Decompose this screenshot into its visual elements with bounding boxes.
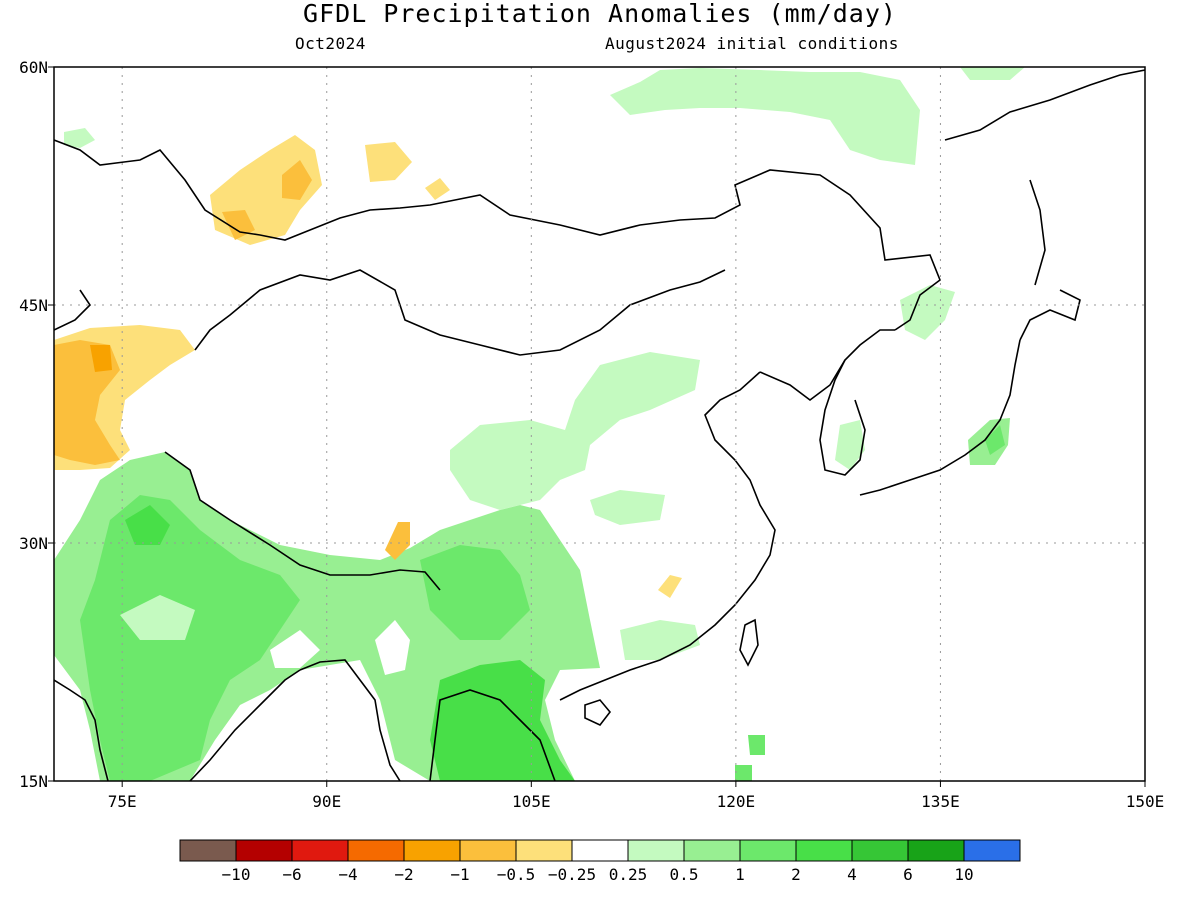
border-china-mongolia	[194, 269, 726, 356]
colorbar-swatch	[683, 839, 741, 862]
gridlines	[54, 67, 1145, 781]
colorbar-label: 1	[735, 865, 745, 884]
anomaly-field	[54, 67, 1025, 781]
anomaly-region-mongolia-spot	[425, 178, 450, 200]
colorbar-swatch	[571, 839, 629, 862]
y-tick-label: 60N	[19, 58, 48, 77]
colorbar-label: −4	[338, 865, 357, 884]
anomaly-region-west-siberia-core	[282, 160, 312, 200]
subtitle-left: Oct2024	[295, 34, 366, 53]
anomaly-region-central-asia-peak	[90, 345, 112, 372]
coastline-caspian	[54, 289, 92, 331]
anomaly-region-south-coast	[620, 620, 700, 660]
colorbar-label: 2	[791, 865, 801, 884]
border-himalaya	[164, 451, 441, 591]
colorbar-label: 4	[847, 865, 857, 884]
anomaly-region-siberia-ne	[960, 67, 1025, 80]
anomaly-region-myanmar-white	[270, 630, 320, 668]
colorbar-label: −0.5	[497, 865, 536, 884]
colorbar-swatch	[963, 839, 1021, 862]
anomaly-region-indochina	[430, 660, 575, 781]
coastlines	[54, 69, 1145, 781]
coastline-korea	[819, 359, 866, 476]
anomaly-region-south-china-spot	[658, 575, 682, 598]
colorbar-label: −2	[394, 865, 413, 884]
coastline-kamchatka	[944, 69, 1145, 141]
x-tick-label: 75E	[108, 792, 137, 811]
colorbar-swatch	[907, 839, 965, 862]
colorbar-swatch	[851, 839, 909, 862]
coastline-taiwan	[739, 618, 759, 667]
anomaly-region-yunnan-gap	[375, 620, 410, 675]
colorbar-swatch	[291, 839, 349, 862]
y-tick-label: 45N	[19, 296, 48, 315]
anomaly-region-kazakh-green	[64, 128, 95, 148]
chart-title: GFDL Precipitation Anomalies (mm/day)	[303, 0, 897, 28]
colorbar-label: 0.5	[670, 865, 699, 884]
anomaly-region-tibet-spot	[385, 522, 410, 560]
coastline-india-west	[54, 679, 109, 781]
coastline-japan-honshu	[859, 339, 1021, 496]
y-tick-label: 15N	[19, 772, 48, 791]
anomaly-region-sw-china	[420, 545, 530, 640]
anomaly-region-taiwan	[748, 735, 765, 755]
anomaly-region-korea	[835, 420, 865, 470]
plot-frame	[53, 66, 1146, 782]
coastline-bohai	[759, 329, 895, 401]
colorbar-swatch	[515, 839, 573, 862]
x-tick-label: 150E	[1126, 792, 1165, 811]
x-tick-label: 90E	[312, 792, 341, 811]
y-axis: 15N 30N 45N 60N	[19, 58, 54, 791]
coastline-sakhalin	[1029, 179, 1046, 286]
coastline-bay-of-bengal	[299, 659, 401, 781]
y-tick-label: 30N	[19, 534, 48, 553]
coastline-india-east	[189, 669, 301, 781]
coastline-indochina	[429, 689, 556, 781]
x-axis: 75E 90E 105E 120E 135E 150E	[108, 781, 1165, 811]
colorbar-swatch	[179, 839, 237, 862]
colorbar-swatch	[459, 839, 517, 862]
coastline-hainan	[584, 699, 612, 726]
coastline-south-china	[559, 371, 776, 701]
colorbar-label: −1	[450, 865, 469, 884]
anomaly-region-baikal-west	[365, 142, 412, 182]
anomaly-region-india-light	[120, 595, 195, 640]
anomaly-region-central-china-b	[590, 490, 665, 525]
colorbar-swatch	[739, 839, 797, 862]
colorbar-swatch	[347, 839, 405, 862]
x-tick-label: 105E	[512, 792, 551, 811]
colorbar-swatch	[403, 839, 461, 862]
colorbar-label: 6	[903, 865, 913, 884]
anomaly-region-central-china	[450, 352, 700, 510]
colorbar-label: −0.25	[548, 865, 596, 884]
coastline-japan-hokkaido	[1019, 289, 1081, 341]
anomaly-region-siberia-east	[610, 68, 920, 165]
colorbar: −10 −6 −4 −2 −1 −0.5 −0.25 0.25 0.5 1 2 4 6 10	[179, 839, 1021, 884]
anomaly-region-india-peak	[125, 505, 170, 545]
colorbar-label: −10	[222, 865, 251, 884]
anomaly-region-taiwan-s	[735, 765, 752, 781]
colorbar-label: 10	[954, 865, 973, 884]
anomaly-region-india-core	[80, 495, 300, 781]
subtitle-right: August2024 initial conditions	[605, 34, 899, 53]
colorbar-swatch	[795, 839, 853, 862]
colorbar-label: −6	[282, 865, 301, 884]
coastline-russia-north	[54, 139, 941, 331]
anomaly-region-manchuria	[900, 285, 955, 340]
colorbar-swatch	[627, 839, 685, 862]
x-tick-label: 120E	[717, 792, 756, 811]
x-tick-label: 135E	[921, 792, 960, 811]
anomaly-region-central-asia-core	[54, 340, 120, 465]
colorbar-label: 0.25	[609, 865, 648, 884]
anomaly-region-japan-core	[985, 425, 1005, 455]
colorbar-swatch	[235, 839, 293, 862]
